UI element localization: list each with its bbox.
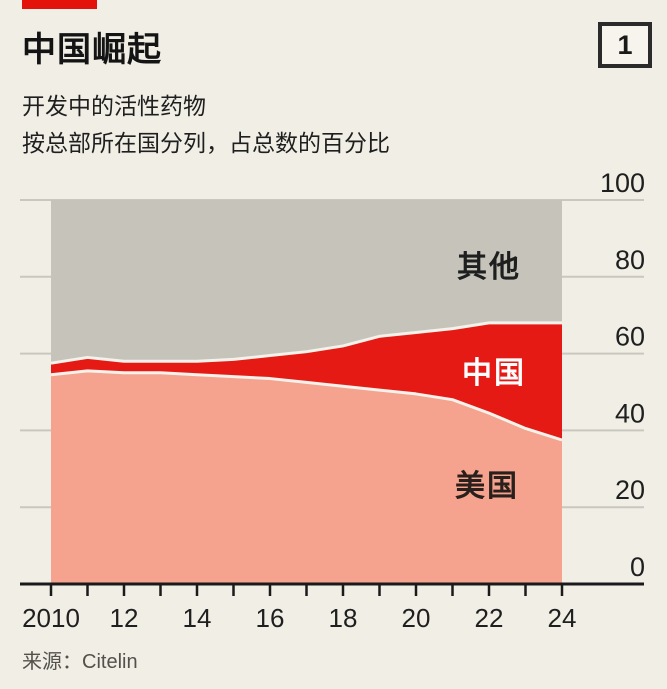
x-tick-label-2010: 2010	[22, 603, 80, 633]
red-tag-bar	[22, 0, 97, 9]
figure-number: 1	[617, 29, 633, 60]
page-title: 中国崛起	[22, 31, 162, 69]
chart-subtitle: 开发中的活性药物 按总部所在国分列，占总数的百分比	[22, 88, 390, 162]
y-tick-label-20: 20	[615, 475, 645, 505]
x-tick-label-2012: 12	[110, 603, 139, 633]
separator-line-1	[50, 369, 563, 442]
area-us	[51, 370, 562, 584]
y-tick-label-40: 40	[615, 398, 645, 428]
x-tick-label-2024: 24	[548, 603, 577, 633]
us-area-label: 美国	[455, 470, 519, 503]
x-tick-label-2022: 22	[475, 603, 504, 633]
source-note: 来源：Citelin	[22, 651, 138, 673]
subtitle-line-1: 开发中的活性药物	[22, 93, 206, 119]
subtitle-line-2: 按总部所在国分列，占总数的百分比	[22, 130, 390, 156]
separator-line-2	[50, 321, 562, 365]
y-tick-label-0: 0	[630, 552, 645, 582]
x-tick-label-2014: 14	[183, 603, 212, 633]
x-tick-label-2020: 20	[402, 603, 431, 633]
area-others	[51, 200, 562, 364]
x-tick-label-2016: 16	[256, 603, 285, 633]
figure-number-badge: 1	[598, 22, 652, 68]
y-tick-label-100: 100	[600, 168, 645, 198]
x-tick-label-2018: 18	[329, 603, 358, 633]
y-tick-label-60: 60	[615, 322, 645, 352]
china-area-label: 中国	[462, 357, 526, 390]
y-tick-label-80: 80	[615, 245, 645, 275]
others-area-label: 其他	[457, 251, 521, 284]
